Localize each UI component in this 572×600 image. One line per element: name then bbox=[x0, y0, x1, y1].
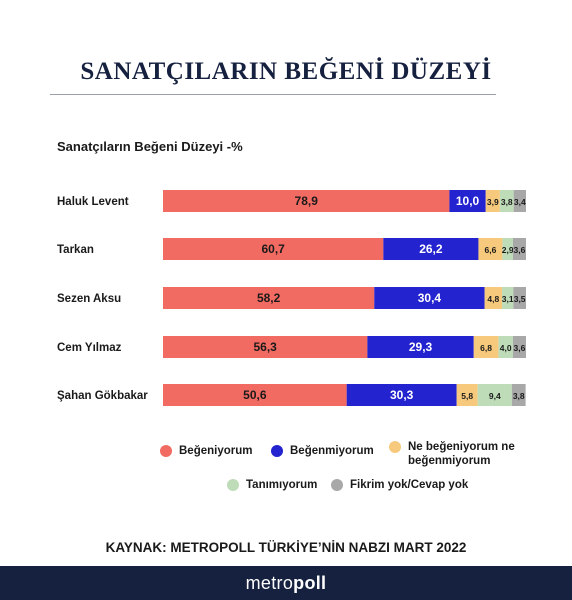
category-label-haluk-levent: Haluk Levent bbox=[57, 196, 129, 208]
brand-logo: metropoll bbox=[246, 573, 327, 594]
data-label-tarkan-tanimiyorum: 2,9 bbox=[502, 245, 514, 255]
data-label-sahan-gokbakar-begeniyorum: 50,6 bbox=[243, 388, 267, 402]
legend-label-begeniyorum: Beğeniyorum bbox=[179, 445, 253, 457]
bar-sahan-gokbakar-fikrim-yok bbox=[511, 384, 526, 406]
data-label-haluk-levent-fikrim-yok: 3,4 bbox=[514, 197, 526, 207]
legend-swatch-fikrim-yok bbox=[331, 479, 343, 491]
bar-sezen-aksu-begeniyorum bbox=[163, 287, 375, 309]
legend-swatch-tanimiyorum bbox=[227, 479, 239, 491]
data-label-haluk-levent-kararsiz: 3,9 bbox=[487, 197, 499, 207]
legend-swatch-begenmiyorum bbox=[271, 445, 283, 457]
data-label-sezen-aksu-kararsiz: 4,8 bbox=[487, 294, 499, 304]
bar-tarkan-begeniyorum bbox=[163, 238, 384, 260]
data-label-sezen-aksu-tanimiyorum: 3,1 bbox=[502, 294, 514, 304]
legend-label-tanimiyorum: Tanımıyorum bbox=[246, 479, 318, 491]
footer-bar: metropoll bbox=[0, 566, 572, 600]
data-label-cem-yilmaz-tanimiyorum: 4,0 bbox=[500, 343, 512, 353]
bar-haluk-levent-fikrim-yok bbox=[513, 190, 526, 212]
bar-tarkan-kararsiz bbox=[478, 238, 503, 260]
data-label-haluk-levent-begenmiyorum: 10,0 bbox=[456, 194, 480, 208]
bar-sezen-aksu-tanimiyorum bbox=[502, 287, 514, 309]
legend-item-begenmiyorum: Beğenmiyorum bbox=[271, 444, 374, 458]
bar-sahan-gokbakar-kararsiz bbox=[456, 384, 478, 406]
bar-tarkan-tanimiyorum bbox=[502, 238, 513, 260]
legend-item-begeniyorum: Beğeniyorum bbox=[160, 444, 253, 458]
data-label-tarkan-begenmiyorum: 26,2 bbox=[419, 242, 443, 256]
category-label-sezen-aksu: Sezen Aksu bbox=[57, 293, 121, 305]
bar-haluk-levent-kararsiz bbox=[485, 190, 500, 212]
data-label-sahan-gokbakar-kararsiz: 5,8 bbox=[461, 391, 473, 401]
page-title: SANATÇILARIN BEĞENİ DÜZEYİ bbox=[80, 58, 492, 85]
bar-cem-yilmaz-kararsiz bbox=[473, 336, 499, 358]
bar-cem-yilmaz-fikrim-yok bbox=[512, 336, 526, 358]
bar-haluk-levent-begeniyorum bbox=[163, 190, 450, 212]
legend-label-kararsiz-line1: Ne beğeniyorum ne bbox=[408, 441, 515, 453]
bar-haluk-levent-tanimiyorum bbox=[499, 190, 514, 212]
data-label-haluk-levent-tanimiyorum: 3,8 bbox=[501, 197, 513, 207]
legend-item-kararsiz: Ne beğeniyorum ne beğenmiyorum bbox=[389, 440, 515, 468]
brand-logo-bold: poll bbox=[293, 572, 327, 593]
legend-swatch-kararsiz bbox=[389, 441, 401, 453]
bar-sezen-aksu-begenmiyorum bbox=[374, 287, 485, 309]
bar-sezen-aksu-kararsiz bbox=[484, 287, 503, 309]
data-label-cem-yilmaz-kararsiz: 6,8 bbox=[480, 343, 492, 353]
bar-cem-yilmaz-begenmiyorum bbox=[367, 336, 474, 358]
bar-sahan-gokbakar-begenmiyorum bbox=[346, 384, 457, 406]
data-label-cem-yilmaz-begeniyorum: 56,3 bbox=[254, 340, 278, 354]
data-label-cem-yilmaz-begenmiyorum: 29,3 bbox=[409, 340, 433, 354]
bar-tarkan-fikrim-yok bbox=[512, 238, 526, 260]
bar-cem-yilmaz-begeniyorum bbox=[163, 336, 368, 358]
data-label-cem-yilmaz-fikrim-yok: 3,6 bbox=[514, 343, 526, 353]
data-label-sezen-aksu-begeniyorum: 58,2 bbox=[257, 291, 281, 305]
data-label-haluk-levent-begeniyorum: 78,9 bbox=[295, 194, 319, 208]
chart-title: Sanatçıların Beğeni Düzeyi -% bbox=[57, 139, 243, 154]
bar-sezen-aksu-fikrim-yok bbox=[513, 287, 526, 309]
data-label-sahan-gokbakar-begenmiyorum: 30,3 bbox=[390, 388, 414, 402]
legend-swatch-begeniyorum bbox=[160, 445, 172, 457]
data-label-sezen-aksu-begenmiyorum: 30,4 bbox=[418, 291, 442, 305]
legend-label-begenmiyorum: Beğenmiyorum bbox=[290, 445, 374, 457]
data-label-tarkan-fikrim-yok: 3,6 bbox=[514, 245, 526, 255]
data-label-tarkan-kararsiz: 6,6 bbox=[485, 245, 497, 255]
brand-logo-light: metro bbox=[245, 572, 294, 593]
bar-cem-yilmaz-tanimiyorum bbox=[498, 336, 513, 358]
data-label-sahan-gokbakar-fikrim-yok: 3,8 bbox=[513, 391, 525, 401]
category-label-sahan-gokbakar: Şahan Gökbakar bbox=[57, 390, 148, 402]
data-label-tarkan-begeniyorum: 60,7 bbox=[261, 242, 285, 256]
legend-item-fikrim-yok: Fikrim yok/Cevap yok bbox=[331, 478, 468, 492]
category-label-tarkan: Tarkan bbox=[57, 244, 94, 256]
source-note: KAYNAK: METROPOLL TÜRKİYE’NİN NABZI MART… bbox=[105, 540, 467, 555]
legend-label-kararsiz-line2: beğenmiyorum bbox=[408, 455, 491, 467]
bar-tarkan-begenmiyorum bbox=[383, 238, 479, 260]
bar-haluk-levent-begenmiyorum bbox=[449, 190, 486, 212]
data-label-sahan-gokbakar-tanimiyorum: 9,4 bbox=[489, 391, 501, 401]
legend-label-fikrim-yok: Fikrim yok/Cevap yok bbox=[350, 479, 469, 491]
title-divider bbox=[50, 94, 496, 95]
data-label-sezen-aksu-fikrim-yok: 3,5 bbox=[514, 294, 526, 304]
legend-item-tanimiyorum: Tanımıyorum bbox=[227, 478, 317, 492]
bar-sahan-gokbakar-begeniyorum bbox=[163, 384, 347, 406]
bar-sahan-gokbakar-tanimiyorum bbox=[477, 384, 512, 406]
category-label-cem-yilmaz: Cem Yılmaz bbox=[57, 342, 122, 354]
